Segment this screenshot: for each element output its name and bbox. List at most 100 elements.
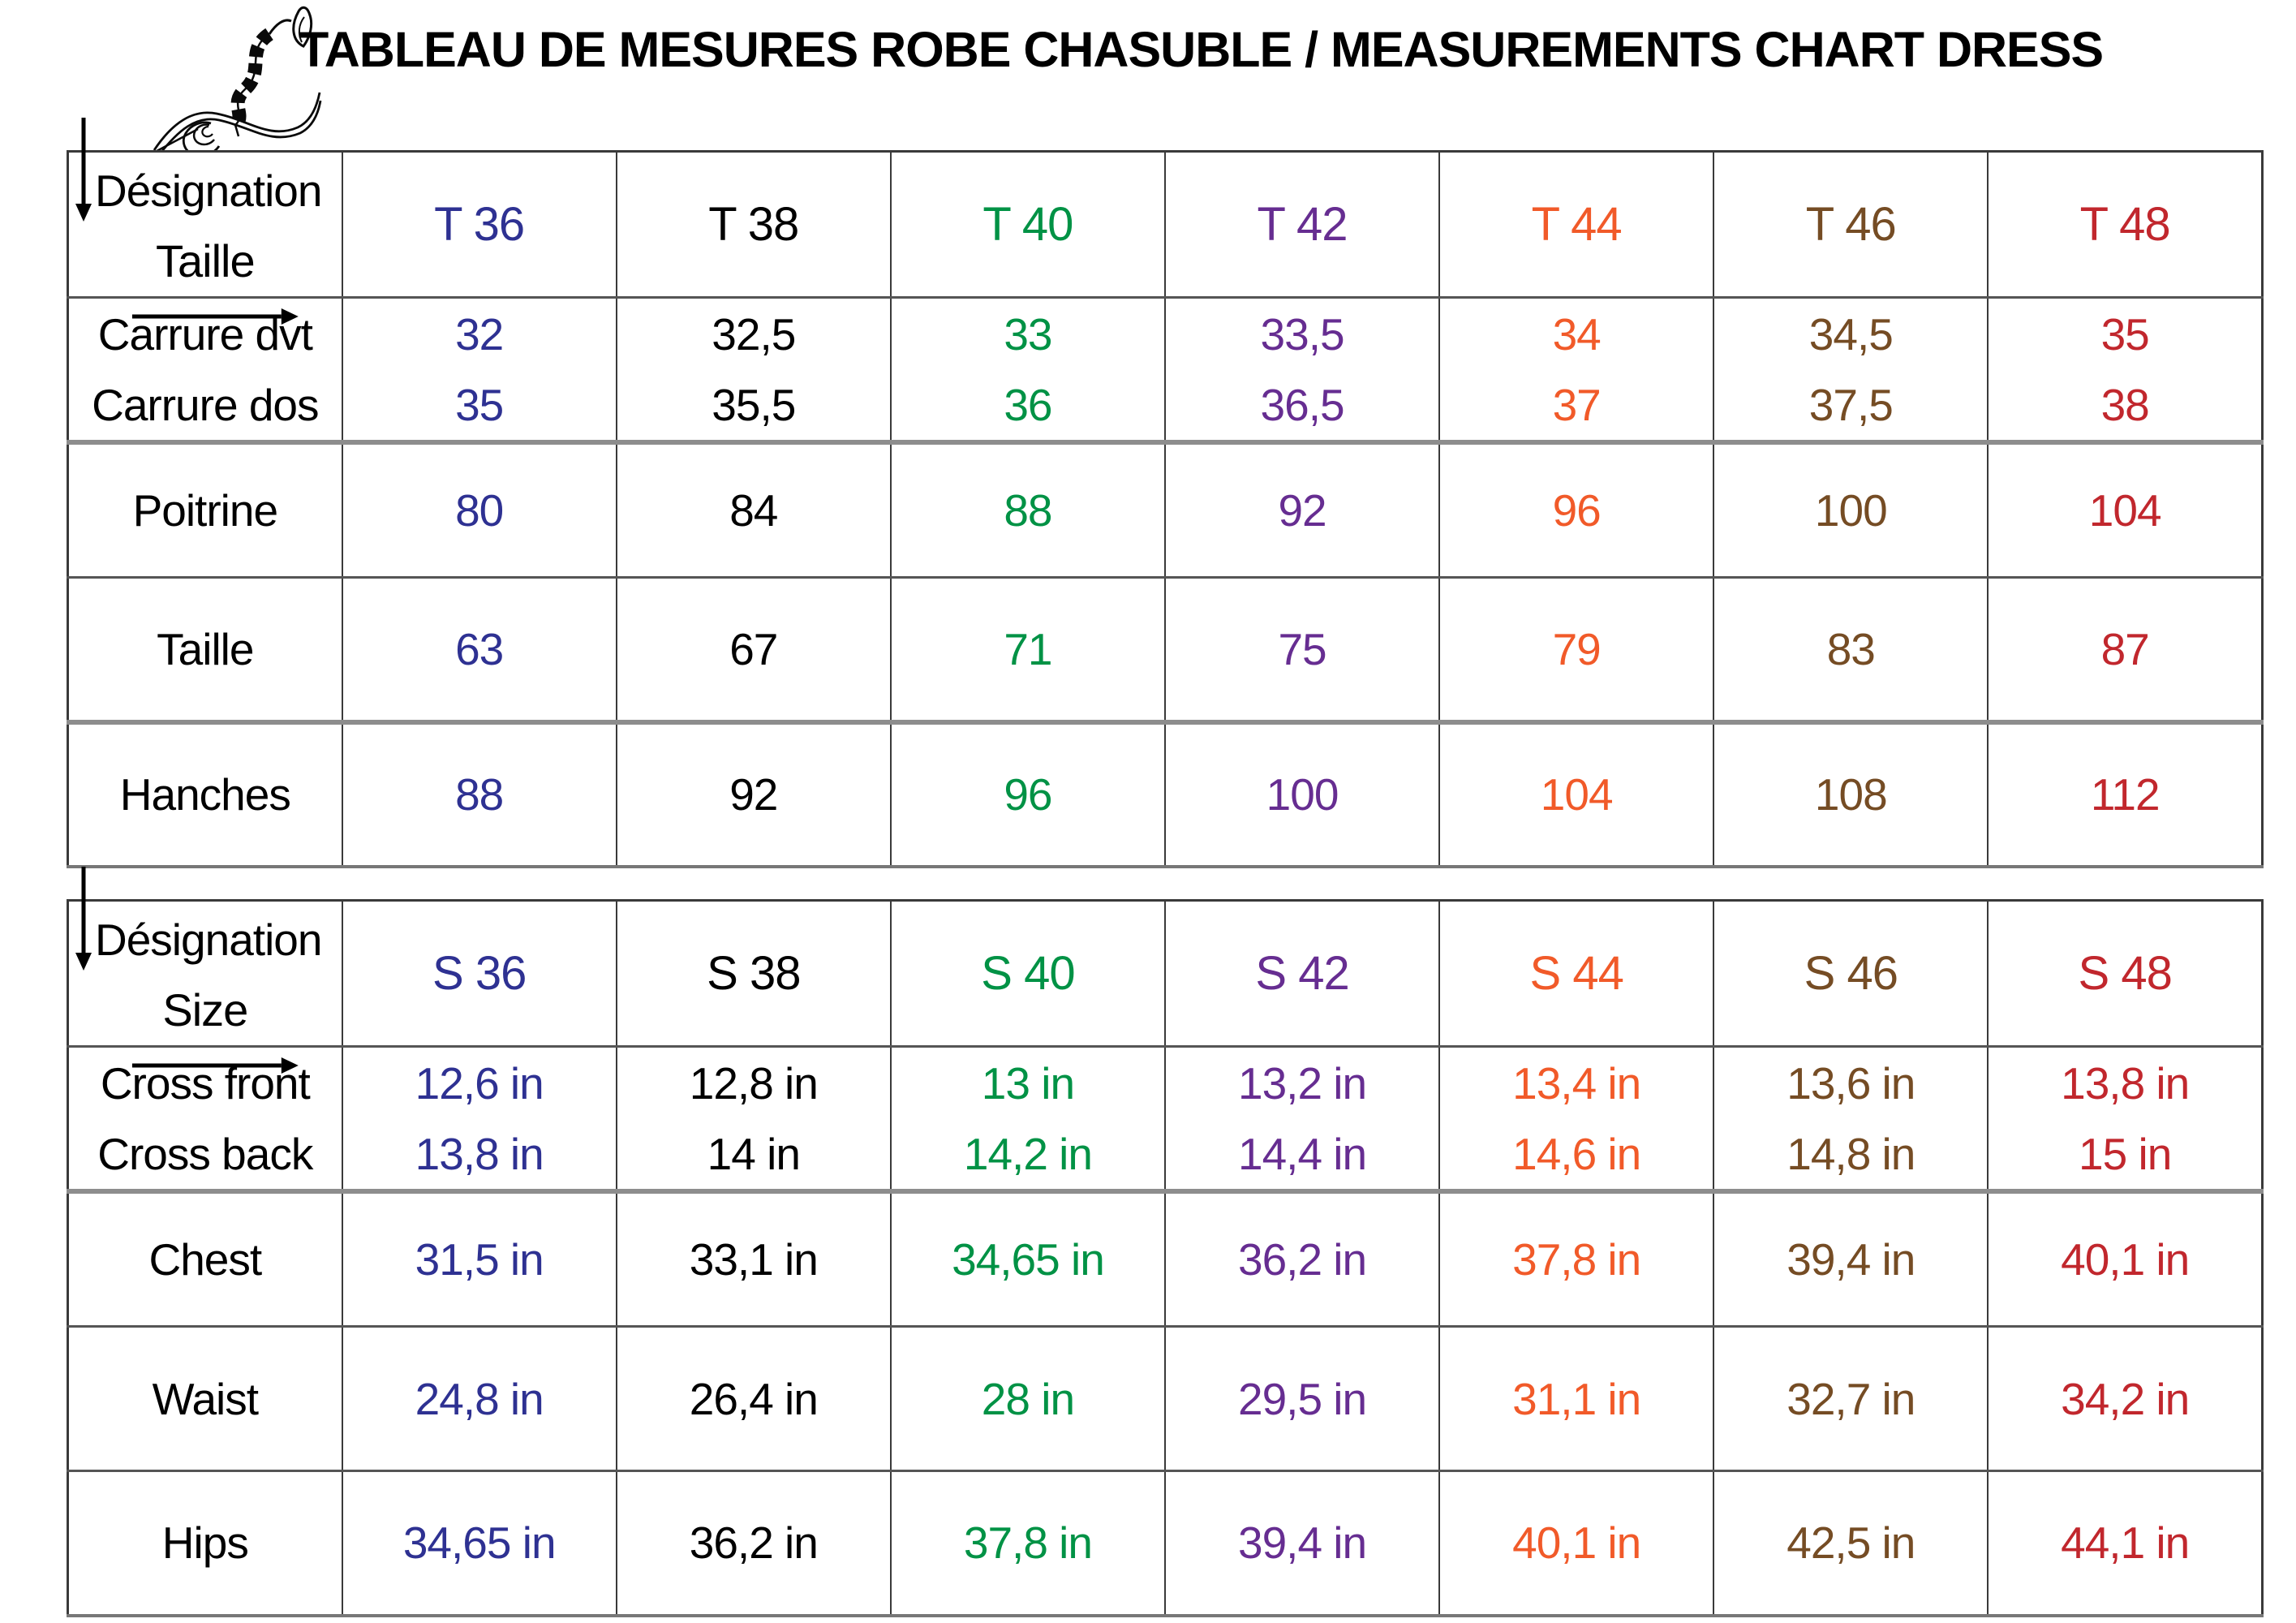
row-axis-label: Désignation (95, 165, 322, 216)
table-row: Chest 31,5 in 33,1 in 34,65 in 36,2 in 3… (67, 1190, 2264, 1328)
table-cell: 100 (1163, 721, 1441, 868)
table-cell: 108 (1713, 721, 1989, 868)
column-header: S 38 (615, 900, 892, 1048)
row-label: Hanches (67, 721, 343, 868)
column-header: S 44 (1438, 900, 1715, 1048)
table-cell: 13,2 in (1163, 1046, 1441, 1119)
table-cell: 24,8 in (341, 1326, 617, 1472)
column-header: S 48 (1987, 900, 2264, 1048)
column-header: T 46 (1713, 151, 1989, 299)
column-axis-label: Size (162, 984, 248, 1035)
table-cell: 35,5 (615, 369, 892, 445)
table-cell: 96 (889, 721, 1167, 868)
table-row: Poitrine 80 84 88 92 96 100 104 (67, 441, 2264, 579)
table-cell: 36,2 in (615, 1470, 892, 1617)
table-cell: 84 (615, 441, 892, 579)
column-header: S 42 (1163, 900, 1441, 1048)
measurements-table-cm: Taille Désignation T 36 T 38 T 40 T 42 T… (67, 117, 2264, 868)
table-cell: 13,8 in (341, 1118, 617, 1194)
table-cell: 112 (1987, 721, 2264, 868)
column-header: S 40 (889, 900, 1167, 1048)
row-label: Chest (67, 1190, 343, 1328)
header-row: Size Désignation S 36 S 38 S 40 S 42 S 4… (67, 866, 2264, 1074)
table-cell: 40,1 in (1438, 1470, 1715, 1617)
row-label: Taille (67, 577, 343, 725)
column-header: T 40 (889, 151, 1167, 299)
column-header: T 36 (341, 151, 617, 299)
down-arrow-icon (75, 866, 92, 971)
table-cell: 83 (1713, 577, 1989, 725)
table-cell: 32 (341, 297, 617, 370)
table-cell: 37,8 in (1438, 1190, 1715, 1328)
table-cell: 32,7 in (1713, 1326, 1989, 1472)
table-cell: 13,4 in (1438, 1046, 1715, 1119)
table-cell: 15 in (1987, 1118, 2264, 1194)
table-cell: 13,8 in (1987, 1046, 2264, 1119)
table-cell: 14,4 in (1163, 1118, 1441, 1194)
table-cell: 34,65 in (341, 1470, 617, 1617)
table-cell: 39,4 in (1713, 1190, 1989, 1328)
row-label: Cross back (67, 1118, 343, 1194)
table-cell: 26,4 in (615, 1326, 892, 1472)
table-cell: 80 (341, 441, 617, 579)
table-cell: 14 in (615, 1118, 892, 1194)
table-cell: 92 (1163, 441, 1441, 579)
table-cell: 31,5 in (341, 1190, 617, 1328)
table-cell: 12,8 in (615, 1046, 892, 1119)
table-cell: 31,1 in (1438, 1326, 1715, 1472)
table-cell: 37 (1438, 369, 1715, 445)
table-cell: 34,65 in (889, 1190, 1167, 1328)
row-label: Hips (67, 1470, 343, 1617)
table-cell: 37,5 (1713, 369, 1989, 445)
right-arrow-icon (131, 1057, 299, 1074)
right-arrow-icon (131, 308, 299, 325)
table-cell: 42,5 in (1713, 1470, 1989, 1617)
table-row: Carrure dos 35 35,5 36 36,5 37 37,5 38 (67, 369, 2264, 445)
table-cell: 75 (1163, 577, 1441, 725)
table-cell: 67 (615, 577, 892, 725)
table-cell: 34 (1438, 297, 1715, 370)
table-cell: 36,5 (1163, 369, 1441, 445)
table-row: Hips 34,65 in 36,2 in 37,8 in 39,4 in 40… (67, 1470, 2264, 1617)
table-cell: 79 (1438, 577, 1715, 725)
row-axis-label: Désignation (95, 914, 322, 965)
table-cell: 29,5 in (1163, 1326, 1441, 1472)
measurements-table-inches: Size Désignation S 36 S 38 S 40 S 42 S 4… (67, 866, 2264, 1617)
table-cell: 63 (341, 577, 617, 725)
table-cell: 39,4 in (1163, 1470, 1441, 1617)
table-cell: 44,1 in (1987, 1470, 2264, 1617)
column-header: T 42 (1163, 151, 1441, 299)
table-cell: 38 (1987, 369, 2264, 445)
down-arrow-icon (75, 117, 92, 222)
table-cell: 34,2 in (1987, 1326, 2264, 1472)
table-cell: 34,5 (1713, 297, 1989, 370)
table-cell: 14,6 in (1438, 1118, 1715, 1194)
table-cell: 40,1 in (1987, 1190, 2264, 1328)
table-row: Hanches 88 92 96 100 104 108 112 (67, 721, 2264, 868)
column-header: T 48 (1987, 151, 2264, 299)
table-cell: 96 (1438, 441, 1715, 579)
page-title: TABLEAU DE MESURES ROBE CHASUBLE / MEASU… (299, 22, 2104, 77)
table-cell: 36,2 in (1163, 1190, 1441, 1328)
table-cell: 104 (1438, 721, 1715, 868)
header-row: Taille Désignation T 36 T 38 T 40 T 42 T… (67, 117, 2264, 325)
table-cell: 87 (1987, 577, 2264, 725)
table-row: Cross front 12,6 in 12,8 in 13 in 13,2 i… (67, 1046, 2264, 1119)
column-header: T 44 (1438, 151, 1715, 299)
table-row: Waist 24,8 in 26,4 in 28 in 29,5 in 31,1… (67, 1326, 2264, 1472)
row-label: Poitrine (67, 441, 343, 579)
table-cell: 36 (889, 369, 1167, 445)
table-cell: 92 (615, 721, 892, 868)
table-cell: 14,8 in (1713, 1118, 1989, 1194)
column-header: T 38 (615, 151, 892, 299)
column-header: S 36 (341, 900, 617, 1048)
table-cell: 35 (341, 369, 617, 445)
column-header: S 46 (1713, 900, 1989, 1048)
table-cell: 33,5 (1163, 297, 1441, 370)
table-cell: 35 (1987, 297, 2264, 370)
table-cell: 13,6 in (1713, 1046, 1989, 1119)
table-cell: 28 in (889, 1326, 1167, 1472)
table-row: Carrure dvt 32 32,5 33 33,5 34 34,5 35 (67, 297, 2264, 370)
table-cell: 33 (889, 297, 1167, 370)
